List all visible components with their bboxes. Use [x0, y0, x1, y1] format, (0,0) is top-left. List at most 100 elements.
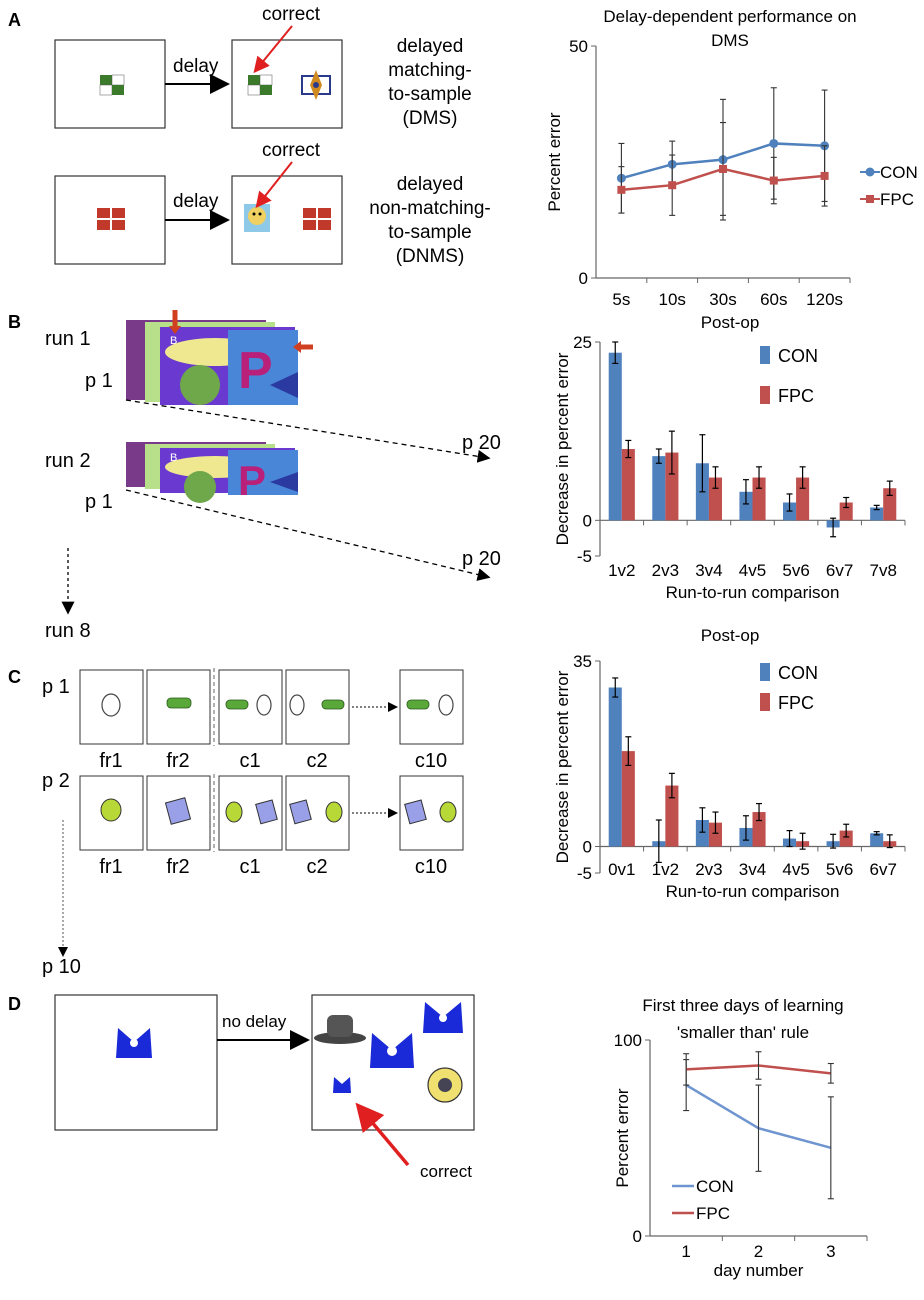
- chart-c-x-tick-label: 6v7: [870, 860, 897, 879]
- chart-b-x-tick-label: 3v4: [695, 561, 722, 580]
- p1-fr1-label: fr1: [99, 750, 122, 772]
- chart-b-title-line: Post-op: [701, 313, 760, 332]
- chart-b-legend-label: CON: [778, 346, 818, 366]
- chart-c-y-tick-label: -5: [577, 864, 592, 883]
- panel-label-d: D: [8, 994, 21, 1014]
- run2-card-letter: B: [170, 452, 177, 464]
- c-p10-label: p 10: [42, 956, 81, 978]
- chart-d-y-label: Percent error: [613, 1088, 632, 1188]
- chart-d-legend-label: CON: [696, 1177, 734, 1196]
- dnms-task-line-4: (DNMS): [396, 246, 465, 267]
- chart-dms-legend-label: CON: [880, 163, 918, 182]
- chart-b-x-tick-label: 7v8: [870, 561, 897, 580]
- chart-dms-title-line: Delay-dependent performance on: [603, 7, 856, 26]
- run1-image-stack: B P: [126, 320, 298, 405]
- chart-d-x-tick-label: 2: [754, 1242, 763, 1261]
- d-hat-icon: [314, 1015, 366, 1044]
- chart-dms-y-tick-label: 0: [579, 269, 588, 288]
- chart-b-bar-fpc: [665, 452, 679, 521]
- p2-leaf-creature-icon: [100, 798, 457, 823]
- chart-dms-x-tick-label: 10s: [658, 290, 685, 309]
- panel-label-c: C: [8, 667, 21, 687]
- chart-c-bar-con: [870, 833, 884, 847]
- panel-label-a: A: [8, 10, 21, 30]
- chart-dms-legend-marker: [866, 195, 874, 203]
- chart-c-x-tick-label: 1v2: [652, 860, 679, 879]
- chart-b-x-tick-label: 5v6: [782, 561, 809, 580]
- chart-dms-point-fpc: [820, 171, 829, 180]
- chart-dms-point-fpc: [719, 164, 727, 173]
- chart-b-y-label: Decrease in percent error: [553, 352, 572, 545]
- dms-delay-label: delay: [173, 56, 219, 77]
- chart-d-legend-label: FPC: [696, 1204, 730, 1223]
- chart-b-x-tick-label: 1v2: [608, 561, 635, 580]
- dms-task-line-1: delayed: [397, 36, 464, 57]
- p1-face-icon: [101, 693, 454, 717]
- panel-a-diagram: delay correct delayed matching- to-sampl…: [54, 4, 491, 267]
- p1-car-icon: [166, 697, 430, 710]
- chart-d-y-tick-label: 0: [633, 1227, 642, 1246]
- chart-dms-x-tick-label: 120s: [806, 290, 843, 309]
- chart-b-legend-label: FPC: [778, 386, 814, 406]
- chart-c-bar-fpc: [839, 830, 853, 847]
- p2-fr1-label: fr1: [99, 856, 122, 878]
- run1-p20-label: p 20: [462, 432, 501, 454]
- dnms-correct-stimulus-icon: [244, 204, 270, 232]
- panel-label-b: B: [8, 312, 21, 332]
- dms-task-line-2: matching-: [388, 60, 471, 81]
- chart-c-bar-fpc: [665, 785, 679, 847]
- chart-dms: Delay-dependent performance on DMS 0 50 5s 10…: [545, 7, 918, 309]
- chart-b-y-tick-label: -5: [577, 547, 592, 566]
- chart-dms-y-tick-label: 50: [569, 37, 588, 56]
- chart-c-x-label: Run-to-run comparison: [666, 882, 840, 901]
- chart-c-bar-con: [695, 820, 709, 847]
- chart-c-x-tick-label: 4v5: [782, 860, 809, 879]
- dms-task-line-4: (DMS): [403, 108, 458, 129]
- chart-c-post-op: Post-op -5 0 35 0v1 1v2 2v3 3v4 4v5 5v6 6v7 Decreas…: [553, 626, 906, 901]
- chart-dms-point-con: [769, 138, 779, 148]
- chart-dms-point-fpc: [617, 185, 626, 194]
- chart-c-y-tick-label: 0: [583, 838, 592, 857]
- d-correct-arrow: [355, 1102, 410, 1167]
- d-sample-screen: [54, 994, 218, 1131]
- chart-dms-point-fpc: [668, 181, 677, 190]
- chart-d-x-tick-label: 3: [826, 1242, 835, 1261]
- p2-c2-label: c2: [306, 856, 327, 878]
- d-large-blue-figure-icon: [370, 1033, 414, 1068]
- dnms-correct-arrow: [255, 161, 293, 209]
- chart-dms-x-tick-label: 30s: [709, 290, 736, 309]
- chart-c-y-tick-label: 35: [573, 652, 592, 671]
- chart-c-x-tick-label: 2v3: [695, 860, 722, 879]
- d-small-blue-figure-icon: [333, 1077, 351, 1093]
- dms-task-line-3: to-sample: [388, 84, 471, 105]
- chart-d-x-label: day number: [714, 1261, 804, 1280]
- chart-d-title-line: First three days of learning: [642, 996, 843, 1015]
- chart-b-legend-swatch: [760, 386, 770, 404]
- p1-c1-label: c1: [239, 750, 260, 772]
- panel-d-diagram: no delay correct: [54, 994, 475, 1181]
- chart-d-title-line: 'smaller than' rule: [677, 1023, 809, 1042]
- chart-c-bar-fpc: [708, 822, 722, 847]
- chart-c-bar-con: [608, 687, 622, 847]
- chart-c-x-tick-label: 0v1: [608, 860, 635, 879]
- d-sample-blue-figure-icon: [116, 1028, 152, 1058]
- c-p2-label: p 2: [42, 770, 70, 792]
- p1-fr2-label: fr2: [166, 750, 189, 772]
- chart-b-bar-con: [608, 352, 622, 521]
- run2-p20-label: p 20: [462, 548, 501, 570]
- chart-b-bar-con: [652, 456, 666, 521]
- run2-label: run 2: [45, 450, 91, 472]
- chart-d-learning: First three days of learning 'smaller tha…: [613, 996, 868, 1280]
- chart-dms-x-tick-label: 60s: [760, 290, 787, 309]
- chart-c-legend-label: CON: [778, 663, 818, 683]
- d-ball-icon: [427, 1067, 463, 1103]
- chart-c-y-label: Decrease in percent error: [553, 670, 572, 863]
- chart-c-x-tick-label: 5v6: [826, 860, 853, 879]
- run1-big-letter: P: [238, 342, 273, 400]
- chart-c-legend-label: FPC: [778, 693, 814, 713]
- chart-b-x-label: Run-to-run comparison: [666, 583, 840, 602]
- chart-b-bar-fpc: [883, 488, 897, 521]
- chart-c-x-tick-label: 3v4: [739, 860, 766, 879]
- run1-label: run 1: [45, 328, 91, 350]
- chart-b-y-tick-label: 0: [583, 511, 592, 530]
